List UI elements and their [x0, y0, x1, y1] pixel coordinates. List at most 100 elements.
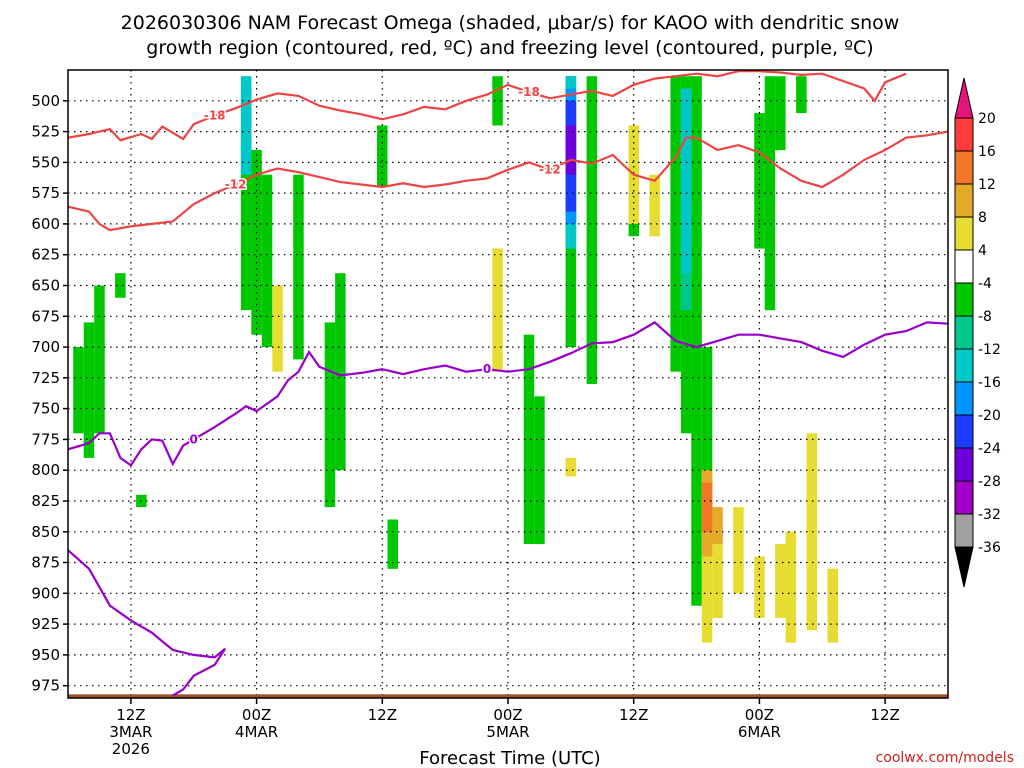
omega-cell: [240, 76, 252, 175]
contours-layer: -18 -18 -12 -12 0 0: [67, 70, 949, 697]
omega-cell: [261, 174, 273, 348]
y-tick-label: 600: [31, 215, 60, 233]
omega-cell: [377, 125, 388, 187]
omega-cell: [565, 125, 577, 175]
omega-cell: [335, 273, 346, 471]
contour-label: -12: [539, 163, 561, 177]
colorbar-label: 16: [978, 144, 996, 160]
colorbar-label: 8: [978, 210, 987, 226]
omega-cell: [324, 322, 336, 508]
omega-cell: [586, 76, 598, 384]
colorbar-segment: [954, 447, 974, 482]
y-tick-label: 575: [31, 184, 60, 202]
x-axis-label: Forecast Time (UTC): [419, 748, 600, 768]
grid-layer: [68, 70, 948, 698]
omega-cell: [701, 482, 713, 532]
omega-cell: [764, 76, 776, 311]
colorbar-label: -20: [978, 408, 1001, 424]
y-tick-label: 950: [31, 646, 60, 664]
colorbar-label: -28: [978, 474, 1001, 490]
y-tick-label: 775: [31, 430, 60, 448]
omega-cell: [712, 507, 723, 544]
y-tick-label: 825: [31, 492, 60, 510]
omega-cell: [83, 322, 95, 458]
colorbar-segment: [954, 315, 974, 350]
x-tick-label: 12Z: [619, 706, 648, 724]
omega-cell: [785, 531, 797, 643]
omega-cell: [691, 76, 702, 606]
colorbar-label: -16: [978, 375, 1001, 391]
omega-cell: [754, 113, 765, 249]
omega-cell: [775, 544, 786, 618]
contour-label: -18: [518, 85, 540, 99]
colorbar-label: -32: [978, 507, 1001, 523]
colorbar-segment: [954, 216, 974, 251]
y-tick-label: 800: [31, 461, 60, 479]
credit-text: coolwx.com/models: [876, 750, 1014, 766]
omega-cell: [701, 347, 713, 545]
y-tick-label: 525: [31, 123, 60, 141]
colorbar-top-arrow: [954, 77, 974, 119]
omega-cell: [523, 334, 535, 544]
omega-cell: [827, 568, 838, 643]
y-tick-label: 675: [31, 307, 60, 325]
omega-cell: [272, 285, 283, 372]
contour-label: -18: [204, 109, 226, 123]
omega-cell: [240, 137, 252, 311]
colorbar-label: 12: [978, 177, 996, 193]
y-tick-label: 550: [31, 153, 60, 171]
colorbar: 20 16 12 8 4 -4 -8 -12 -16 -20 -24 -28 -32 -36: [954, 77, 1001, 588]
x-tick-label: 00Z: [745, 706, 774, 724]
y-tick-label: 650: [31, 277, 60, 295]
colorbar-label: -8: [978, 309, 992, 325]
y-tick-label: 900: [31, 584, 60, 602]
omega-cell: [775, 76, 786, 151]
colorbar-label: -4: [978, 276, 992, 292]
omega-cell: [733, 507, 744, 594]
colorbar-segment: [954, 513, 974, 548]
y-tick-label: 875: [31, 554, 60, 572]
contour-label: -12: [225, 178, 247, 192]
colorbar-segment: [954, 117, 974, 152]
contour-label: 0: [190, 432, 198, 446]
omega-cell: [293, 174, 304, 360]
x-tick-label: 5MAR: [486, 723, 529, 741]
chart-title-line2: growth region (contoured, red, ºC) and f…: [146, 37, 873, 59]
omega-cell: [565, 457, 577, 477]
y-tick-label: 625: [31, 246, 60, 264]
x-tick-label: 2026: [112, 740, 150, 758]
y-tick-label: 750: [31, 400, 60, 418]
y-tick-label: 975: [31, 677, 60, 695]
omega-cell: [73, 347, 84, 434]
contour-label: 0: [483, 362, 491, 376]
x-tick-label: 12Z: [116, 706, 145, 724]
colorbar-label: -12: [978, 342, 1001, 358]
colorbar-segment: [954, 150, 974, 185]
omega-cell: [492, 248, 503, 372]
colorbar-bottom-arrow: [954, 546, 974, 588]
colorbar-label: -36: [978, 540, 1001, 556]
omega-cell: [387, 519, 398, 569]
omega-cell: [680, 88, 692, 274]
x-tick-label: 12Z: [368, 706, 397, 724]
y-tick-label: 725: [31, 369, 60, 387]
colorbar-label: -24: [978, 441, 1001, 457]
y-tick-label: 850: [31, 523, 60, 541]
omega-cell: [534, 396, 545, 545]
colorbar-segment: [954, 249, 974, 284]
contour-line: [67, 70, 907, 142]
chart-title-line1: 2026030306 NAM Forecast Omega (shaded, μ…: [121, 12, 900, 34]
colorbar-segment: [954, 183, 974, 218]
colorbar-label: 20: [978, 111, 996, 127]
omega-cell: [492, 76, 503, 126]
omega-cell: [649, 174, 660, 237]
colorbar-label: 4: [978, 243, 987, 259]
omega-cell: [94, 285, 105, 434]
x-tick-label: 3MAR: [109, 723, 152, 741]
colorbar-segment: [954, 348, 974, 383]
y-tick-label: 700: [31, 338, 60, 356]
omega-cell: [670, 76, 681, 372]
ground-bar: [68, 694, 948, 698]
contour-line: [67, 321, 949, 467]
